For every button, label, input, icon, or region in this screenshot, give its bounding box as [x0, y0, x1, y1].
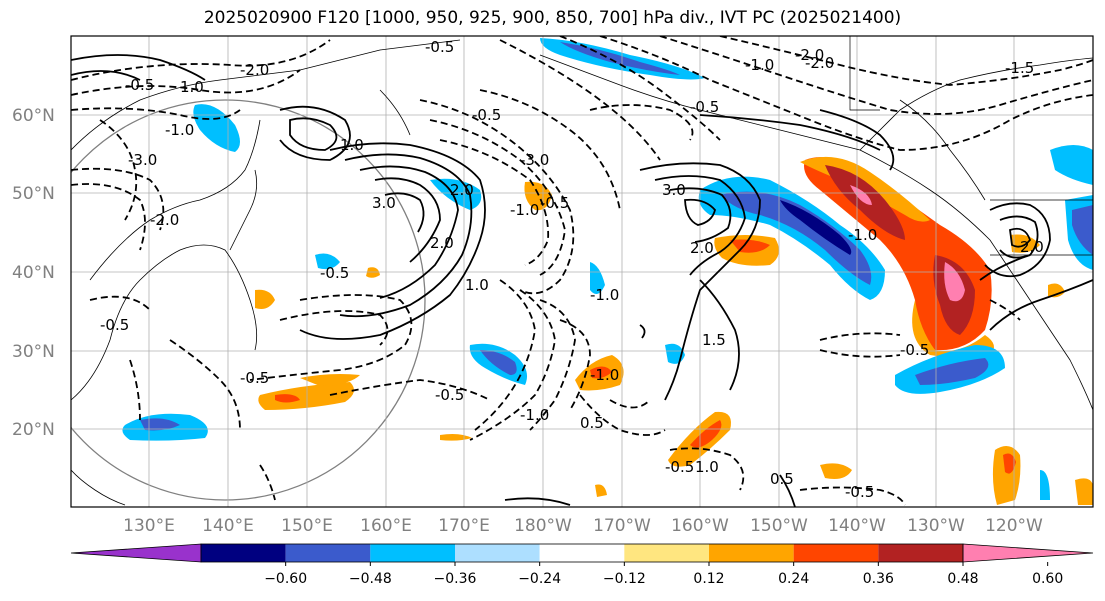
lat-label: 40°N: [12, 263, 55, 283]
contour-label: -0.5: [125, 76, 154, 94]
contour-label: -1.0: [590, 366, 619, 384]
colorbar-swatch: [370, 544, 455, 562]
contour-label: -0.5: [320, 264, 349, 282]
lon-label: 140°W: [828, 516, 886, 536]
colorbar: −0.60 −0.48 −0.36 −0.24 −0.12 0.12 0.24 0.36 0.4…: [70, 543, 1094, 587]
contour-label: -2.0: [805, 54, 834, 72]
contour-label: -0.5: [665, 458, 694, 476]
lat-label: 30°N: [12, 342, 55, 362]
contour-label: -1.0: [165, 121, 194, 139]
coastlines: [71, 39, 1093, 506]
colorbar-tick-label: 0.36: [863, 571, 894, 587]
colorbar-swatch: [793, 544, 879, 562]
lon-label: 140°E: [202, 516, 254, 536]
colorbar-arrow-low: [70, 543, 202, 563]
lat-label: 20°N: [12, 420, 55, 440]
longitude-labels: 130°E 140°E 150°E 160°E 170°E 180°W 170°…: [123, 516, 1043, 536]
lon-label: 160°W: [671, 516, 729, 536]
colorbar-arrow-high: [962, 543, 1094, 563]
colorbar-frame: [200, 543, 964, 563]
contour-label: 0.5: [580, 414, 604, 432]
colorbar-swatch: [878, 544, 963, 562]
divergence-contours-negative: [71, 36, 1093, 506]
contour-label: 1.0: [180, 78, 204, 96]
contour-label: -3.0: [128, 151, 157, 169]
contour-label: -0.5: [690, 98, 719, 116]
contour-label: -3.0: [520, 151, 549, 169]
colorbar-tick-label: 0.48: [947, 571, 978, 587]
lon-label: 170°E: [438, 516, 490, 536]
contour-label: -1.0: [745, 56, 774, 74]
contour-labels: -0.5 -2.0 -0.5 1.0 -2.0 -1.5 -1.0 -3.0 -…: [100, 38, 1044, 501]
contour-label: -1.5: [1005, 59, 1034, 77]
colorbar-tick-label: −0.48: [349, 571, 392, 587]
colorbar-tick-label: 0.12: [693, 571, 724, 587]
lon-label: 130°E: [123, 516, 175, 536]
contour-label: 1.0: [695, 458, 719, 476]
contour-label: -0.5: [425, 38, 454, 56]
contour-label: -2.0: [240, 61, 269, 79]
range-circle: [71, 99, 426, 501]
colorbar-swatch: [539, 544, 625, 562]
contour-label: -0.5: [472, 106, 501, 124]
contour-label: -1.0: [510, 201, 539, 219]
colorbar-tick-label: −0.60: [264, 571, 307, 587]
divergence-contours-positive: [71, 54, 1093, 507]
lon-label: 120°W: [985, 516, 1043, 536]
contour-label: 2.0: [1020, 238, 1044, 256]
latitude-labels: 60°N 50°N 40°N 30°N 20°N: [12, 106, 55, 440]
contour-label: -0.5: [435, 386, 464, 404]
colorbar-swatch: [455, 544, 540, 562]
contour-label: -1.0: [848, 226, 877, 244]
colorbar-tick-label: 0.24: [778, 571, 809, 587]
lon-label: 180°W: [514, 516, 572, 536]
colorbar-swatch: [285, 544, 371, 562]
contour-label: -0.5: [540, 194, 569, 212]
colorbar-tick-label: −0.24: [518, 571, 561, 587]
lat-label: 50°N: [12, 184, 55, 204]
contour-label: 2.0: [430, 234, 454, 252]
map-title: 2025020900 F120 [1000, 950, 925, 900, 85…: [203, 8, 902, 28]
contour-label: 2.0: [450, 181, 474, 199]
contour-label: 1.0: [340, 136, 364, 154]
colorbar-tick-label: −0.36: [434, 571, 477, 587]
colorbar-tick-label: 0.60: [1032, 571, 1063, 587]
gridlines: [71, 36, 1093, 507]
lon-label: 150°E: [281, 516, 333, 536]
lon-label: 170°W: [593, 516, 651, 536]
contour-label: -2.0: [150, 211, 179, 229]
contour-label: -0.5: [100, 316, 129, 334]
contour-label: 1.0: [465, 276, 489, 294]
contour-label: -0.5: [900, 341, 929, 359]
contour-label: 2.0: [690, 239, 714, 257]
lon-label: 150°W: [750, 516, 808, 536]
map-frame: [70, 35, 1094, 508]
contour-label: -1.0: [520, 406, 549, 424]
ivt-shading: [122, 38, 1093, 505]
contour-label: -0.5: [845, 483, 874, 501]
lon-label: 160°E: [360, 516, 412, 536]
colorbar-swatch: [709, 544, 794, 562]
colorbar-swatch: [624, 544, 709, 562]
colorbar-swatch: [201, 544, 286, 562]
colorbar-tick-label: −0.12: [603, 571, 646, 587]
lon-label: 130°W: [907, 516, 965, 536]
contour-label: 3.0: [662, 181, 686, 199]
contour-label: 1.5: [702, 331, 726, 349]
contour-label: 3.0: [372, 194, 396, 212]
contour-label: -2.0: [795, 46, 824, 64]
contour-label: -0.5: [240, 369, 269, 387]
lat-label: 60°N: [12, 106, 55, 126]
contour-label: -1.0: [590, 286, 619, 304]
contour-label: 0.5: [770, 470, 794, 488]
